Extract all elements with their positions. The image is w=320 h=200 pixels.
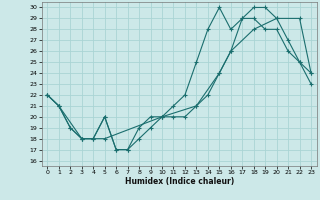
X-axis label: Humidex (Indice chaleur): Humidex (Indice chaleur) — [124, 177, 234, 186]
